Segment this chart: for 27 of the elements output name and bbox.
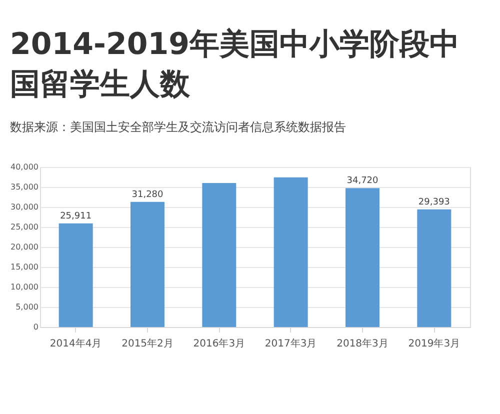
chart-title: 2014-2019年美国中小学阶段中国留学生人数	[10, 27, 460, 102]
y-tick-label: 15,000	[10, 262, 38, 272]
bar	[58, 223, 93, 327]
x-tick-label: 2014年4月	[50, 338, 102, 350]
y-tick-label: 5,000	[16, 302, 38, 312]
y-tick-label: 35,000	[10, 182, 38, 192]
x-tick-label: 2018年3月	[336, 338, 388, 350]
data-label: 34,720	[346, 176, 379, 186]
data-label: 29,393	[418, 197, 450, 208]
x-tick-label: 2019年3月	[408, 338, 460, 350]
y-tick-label: 40,000	[10, 162, 38, 172]
x-tick-label: 2015年2月	[122, 338, 174, 350]
bar	[346, 188, 380, 327]
y-tick-label: 0	[33, 322, 38, 332]
data-label: 31,280	[132, 190, 164, 200]
x-tick-label: 2017年3月	[264, 338, 317, 350]
bar	[274, 177, 308, 327]
y-tick-label: 30,000	[10, 202, 38, 212]
source-note: 数据来源：美国国土安全部学生及交流访问者信息系统数据报告	[10, 120, 346, 134]
bar	[202, 183, 236, 327]
bar	[130, 202, 164, 327]
bar	[417, 209, 452, 327]
y-tick-label: 10,000	[10, 282, 38, 292]
y-tick-label: 25,000	[10, 222, 38, 232]
x-tick-label: 2016年3月	[193, 338, 246, 350]
data-label: 25,911	[60, 211, 92, 222]
y-tick-label: 20,000	[10, 242, 38, 252]
